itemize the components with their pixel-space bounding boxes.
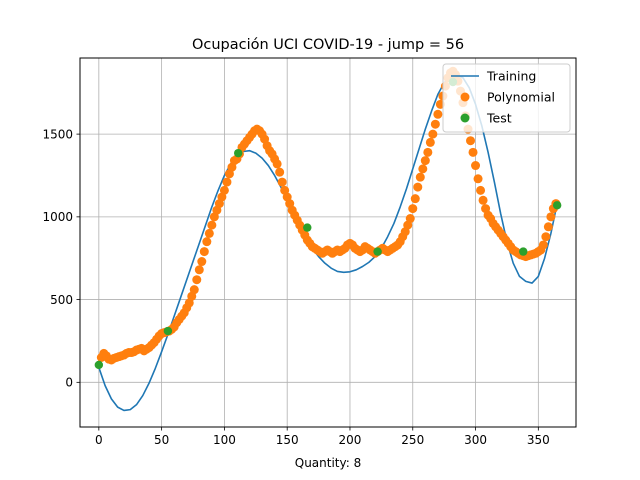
polynomial-point bbox=[199, 247, 209, 257]
test-point bbox=[163, 326, 173, 336]
y-tick-label: 0 bbox=[65, 376, 73, 390]
polynomial-point bbox=[415, 172, 425, 182]
polynomial-point bbox=[204, 228, 214, 238]
test-point bbox=[552, 201, 562, 210]
polynomial-point bbox=[466, 136, 476, 146]
polynomial-point bbox=[425, 137, 435, 147]
x-tick-label: 50 bbox=[154, 433, 169, 447]
polynomial-point bbox=[418, 164, 428, 174]
polynomial-point bbox=[202, 237, 212, 247]
x-tick-label: 350 bbox=[527, 433, 550, 447]
y-tick-label: 1500 bbox=[42, 127, 73, 141]
legend-test-label: Test bbox=[486, 111, 512, 126]
polynomial-point bbox=[277, 177, 287, 187]
test-point bbox=[519, 247, 528, 256]
x-tick-label: 150 bbox=[276, 433, 299, 447]
legend-polynomial-swatch bbox=[460, 92, 470, 102]
polynomial-point bbox=[219, 185, 229, 195]
axes-frame bbox=[79, 57, 577, 428]
ticks: 0 50 100 150 200 250 300 350 0 500 1000 1500 bbox=[42, 127, 549, 447]
x-tick-label: 250 bbox=[401, 433, 424, 447]
test-point bbox=[303, 223, 312, 232]
polynomial-point bbox=[275, 167, 285, 177]
polynomial-point bbox=[538, 240, 548, 250]
polynomial-point bbox=[473, 174, 483, 184]
polynomial-point bbox=[541, 232, 551, 242]
test-point bbox=[373, 247, 382, 256]
polynomial-point bbox=[471, 161, 481, 171]
x-axis-label: Quantity: 8 bbox=[295, 456, 361, 470]
polynomial-point bbox=[272, 159, 282, 169]
y-tick-label: 1000 bbox=[42, 210, 73, 224]
legend-box bbox=[442, 63, 571, 133]
x-tick-label: 200 bbox=[339, 433, 362, 447]
x-tick-label: 0 bbox=[95, 433, 103, 447]
polynomial-point bbox=[194, 265, 204, 275]
x-tick-label: 100 bbox=[213, 433, 236, 447]
polynomial-point bbox=[468, 147, 478, 157]
polynomial-point bbox=[405, 214, 415, 224]
chart-title: Ocupación UCI COVID-19 - jump = 56 bbox=[192, 37, 464, 53]
polynomial-point bbox=[189, 285, 199, 295]
polynomial-point bbox=[222, 177, 232, 187]
polynomial-point bbox=[543, 222, 553, 232]
polynomial-point bbox=[546, 212, 556, 222]
legend-training-label: Training bbox=[486, 69, 536, 84]
polynomial-point bbox=[476, 185, 486, 195]
legend-polynomial-label: Polynomial bbox=[487, 90, 555, 105]
polynomial-point bbox=[428, 129, 438, 139]
polynomial-point bbox=[433, 109, 443, 119]
polynomial-point bbox=[423, 147, 433, 157]
polynomial-point bbox=[478, 195, 488, 205]
legend-test-swatch bbox=[460, 113, 470, 123]
polynomial-point bbox=[192, 275, 202, 285]
polynomial-point bbox=[410, 194, 420, 204]
polynomial-point bbox=[408, 204, 418, 214]
polynomial-point bbox=[197, 257, 207, 267]
polynomial-point bbox=[207, 220, 217, 230]
polynomial-point bbox=[420, 156, 430, 166]
legend: Training Polynomial Test bbox=[442, 63, 571, 133]
test-point bbox=[234, 148, 243, 158]
x-tick-label: 300 bbox=[464, 433, 487, 447]
polynomial-point bbox=[413, 182, 423, 192]
y-tick-label: 500 bbox=[50, 293, 73, 307]
polynomial-point bbox=[430, 119, 440, 129]
test-point bbox=[94, 360, 104, 370]
